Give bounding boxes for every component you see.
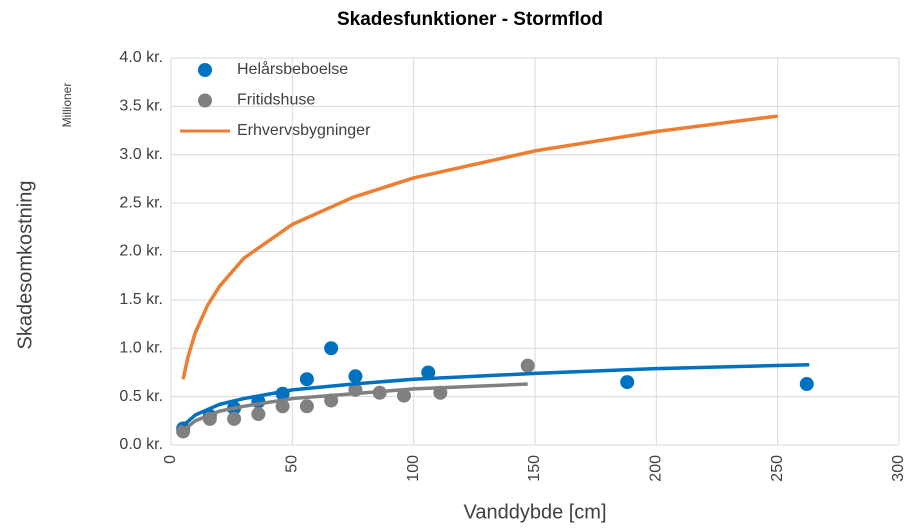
line-series [181,114,778,380]
y-tick-label: 1.0 kr. [119,339,163,356]
chart-title: Skadesfunktioner - Stormflod [337,9,603,30]
legend-label: Helårsbeboelse [237,60,348,78]
y-tick-label: 2.5 kr. [119,194,163,211]
line-series [181,362,810,427]
legend-symbol [198,93,212,108]
x-tick-label: 100 [405,455,422,482]
y-tick-label: 4.0 kr. [119,49,163,66]
y-tick-label: 2.0 kr. [119,243,163,260]
data-point [520,358,535,373]
data-point [251,407,266,422]
line-series [182,382,528,432]
data-point [299,372,314,387]
y-unit-label: Millioner [60,83,74,128]
x-tick-label: 0 [162,455,179,464]
x-axis-label: Vanddybde [cm] [463,501,606,523]
data-point [799,377,814,392]
x-tick-label: 150 [526,455,543,482]
data-point [421,365,436,380]
data-point [620,375,635,390]
x-tick-label: 50 [284,455,301,473]
legend-symbol [198,63,212,77]
y-tick-label: 0.5 kr. [119,388,163,405]
data-point [227,411,242,426]
x-tick-label: 200 [648,455,665,482]
data-point [324,341,339,356]
y-axis-label: Skadesomkostning [14,181,36,350]
y-tick-label: 3.0 kr. [119,146,163,163]
legend-label: Erhvervsbygninger [237,122,371,139]
y-tick-label: 3.5 kr. [119,98,163,115]
data-point [275,399,290,414]
y-tick-label: 1.5 kr. [119,291,163,308]
data-point [348,369,363,384]
legend-label: Fritidshuse [237,92,315,109]
data-point [396,388,411,403]
data-point [299,399,314,414]
x-tick-label: 250 [769,455,786,482]
x-tick-label: 300 [890,455,904,482]
y-tick-label: 0.0 kr. [119,436,163,453]
